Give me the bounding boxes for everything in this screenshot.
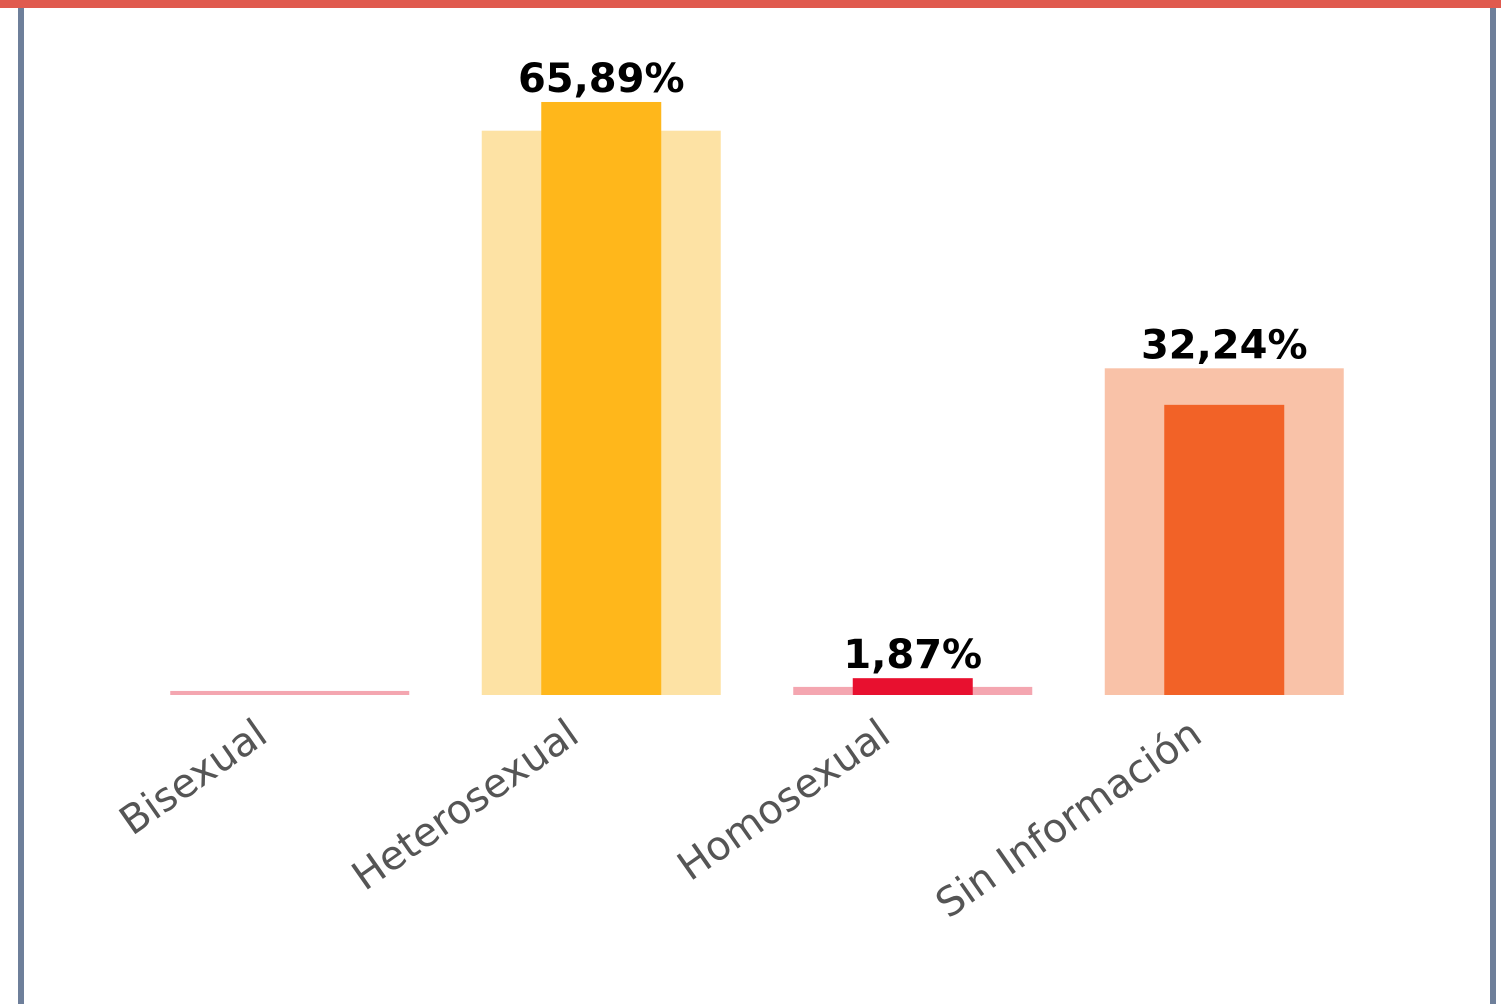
left-border (18, 8, 24, 1004)
bar (852, 678, 973, 695)
data-label: 65,89% (518, 56, 685, 102)
top-border (0, 0, 1501, 8)
bar (170, 690, 410, 695)
right-border (1490, 8, 1496, 1004)
bar (541, 101, 662, 696)
bar (1164, 404, 1285, 695)
data-label: 32,24% (1141, 322, 1308, 368)
data-label: 1,87% (843, 632, 982, 678)
